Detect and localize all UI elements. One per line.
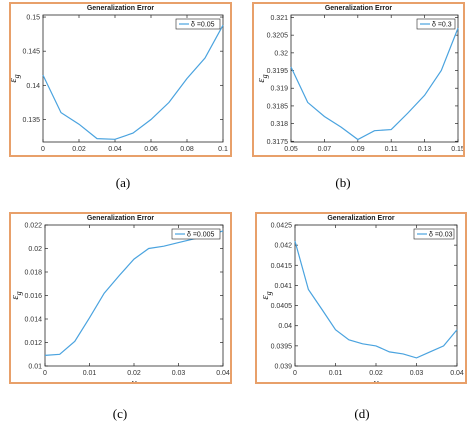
x-tick-label: 0.07 xyxy=(318,146,332,153)
y-tick-label: 0.135 xyxy=(22,117,40,124)
chart-a-plot: 0 0.02 0.04 0.06 0.08 0.1 0.135 0.14 0.145 0.15 γ ε… xyxy=(11,14,228,155)
y-tick-label: 0.022 xyxy=(24,223,42,230)
chart-caption-a: (a) xyxy=(115,175,131,190)
y-axis-label: εg xyxy=(259,291,273,299)
y-tick-label: 0.01 xyxy=(28,364,42,371)
x-tick-label: 0.04 xyxy=(108,146,122,153)
x-tick-label: 0.15 xyxy=(451,146,463,153)
x-tick-label: 0.01 xyxy=(329,370,343,377)
y-tick-label: 0.0415 xyxy=(271,263,293,270)
legend-box xyxy=(171,228,221,240)
x-axis-label: γ xyxy=(374,377,379,382)
chart-b-plot: 0.05 0.07 0.09 0.11 0.13 0.15 0.3175 0.318 0.318… xyxy=(255,14,463,155)
x-tick-label: 0.09 xyxy=(351,146,365,153)
plot-area-frame xyxy=(290,14,459,143)
y-axis-label: εg xyxy=(11,74,21,82)
x-tick-label: 0.06 xyxy=(144,146,158,153)
legend-box xyxy=(416,18,456,30)
legend-label: δ =0.3 xyxy=(432,22,452,29)
chart-panel-a: Generalization Error 0 0.02 0.04 0.06 0.08 0.… xyxy=(9,2,232,157)
chart-title: Generalization Error xyxy=(327,215,395,222)
legend-label: δ =0.03 xyxy=(429,232,453,239)
y-tick-label: 0.039 xyxy=(274,364,292,371)
x-axis-label: γ xyxy=(131,153,136,155)
y-tick-label: 0.318 xyxy=(270,121,288,128)
x-tick-label: 0.03 xyxy=(172,370,186,377)
x-tick-label: 0.02 xyxy=(72,146,86,153)
y-axis-label: εg xyxy=(255,74,269,82)
x-tick-label: 0.11 xyxy=(385,146,398,153)
y-tick-label: 0.0405 xyxy=(271,303,293,310)
x-tick-label: 0.02 xyxy=(127,370,141,377)
y-tick-label: 0.0425 xyxy=(271,223,293,230)
x-tick-label: 0 xyxy=(43,370,47,377)
chart-panel-b: Generalization Error 0.05 0.07 0.09 0.11 0.1… xyxy=(252,2,465,157)
y-axis-label-symbol: ε xyxy=(255,78,267,83)
y-tick-label: 0.041 xyxy=(274,283,292,290)
x-tick-label: 0.08 xyxy=(180,146,194,153)
y-tick-label: 0.3175 xyxy=(267,139,289,146)
chart-title: Generalization Error xyxy=(324,5,393,12)
x-axis-label: γ xyxy=(132,377,137,382)
y-tick-label: 0.018 xyxy=(24,270,42,277)
y-tick-label: 0.15 xyxy=(26,15,40,22)
y-tick-label: 0.0395 xyxy=(271,343,293,350)
x-tick-label: 0 xyxy=(293,370,297,377)
x-axis-label: γ xyxy=(372,153,377,155)
y-tick-label: 0.016 xyxy=(24,293,42,300)
y-tick-label: 0.3195 xyxy=(267,68,289,75)
x-tick-label: 0.1 xyxy=(218,146,228,153)
chart-c-plot: 0 0.01 0.02 0.03 0.040.010.0120.0140.0160.01… xyxy=(11,223,230,383)
x-tick-label: 0.13 xyxy=(418,146,432,153)
y-tick-label: 0.321 xyxy=(270,15,288,22)
y-tick-label: 0.3205 xyxy=(267,33,289,40)
x-tick-label: 0.05 xyxy=(284,146,298,153)
x-tick-label: 0.03 xyxy=(410,370,424,377)
legend-label: δ =0.005 xyxy=(187,232,215,239)
y-axis-label-symbol: ε xyxy=(11,295,21,300)
y-axis-label-subscript: g xyxy=(14,291,23,295)
legend-box xyxy=(413,228,455,240)
chart-title: Generalization Error xyxy=(86,5,155,12)
chart-panel-d: Generalization Error 0 0.01 0.02 0.03 0.04 0.… xyxy=(255,212,467,384)
y-tick-label: 0.02 xyxy=(28,246,42,253)
y-axis-label-subscript: g xyxy=(260,74,269,78)
y-tick-label: 0.012 xyxy=(24,340,42,347)
plot-area-frame xyxy=(44,224,224,367)
chart-caption-d: (d) xyxy=(354,406,370,421)
x-tick-label: 0.02 xyxy=(369,370,383,377)
y-axis-label-symbol: ε xyxy=(259,295,271,300)
y-axis-label-subscript: g xyxy=(12,74,21,78)
legend-label: δ =0.05 xyxy=(191,22,215,29)
plot-area-frame xyxy=(294,224,458,367)
y-axis-label-subscript: g xyxy=(264,291,273,295)
y-axis-label: εg xyxy=(11,291,23,299)
legend-box xyxy=(175,18,221,30)
y-tick-label: 0.014 xyxy=(24,317,42,324)
x-tick-label: 0.04 xyxy=(216,370,230,377)
y-tick-label: 0.319 xyxy=(270,86,288,93)
y-tick-label: 0.042 xyxy=(274,243,292,250)
y-tick-label: 0.3185 xyxy=(267,103,289,110)
x-tick-label: 0.01 xyxy=(83,370,97,377)
chart-caption-b: (b) xyxy=(335,175,351,190)
y-tick-label: 0.04 xyxy=(278,323,292,330)
x-tick-label: 0.04 xyxy=(450,370,464,377)
chart-d-plot: 0 0.01 0.02 0.03 0.04 0.039 0.0395 0.04 0.0405 0.… xyxy=(259,223,464,383)
y-tick-label: 0.145 xyxy=(22,49,40,56)
chart-panel-c: Generalization Error 0 0.01 0.02 0.03 0.04 0.… xyxy=(9,212,232,384)
y-axis-label-symbol: ε xyxy=(11,78,19,83)
chart-title: Generalization Error xyxy=(86,215,155,222)
y-tick-label: 0.32 xyxy=(274,50,288,57)
x-tick-label: 0 xyxy=(41,146,45,153)
chart-caption-c: (c) xyxy=(112,406,128,421)
y-tick-label: 0.14 xyxy=(26,83,40,90)
plot-area-frame xyxy=(42,14,224,143)
